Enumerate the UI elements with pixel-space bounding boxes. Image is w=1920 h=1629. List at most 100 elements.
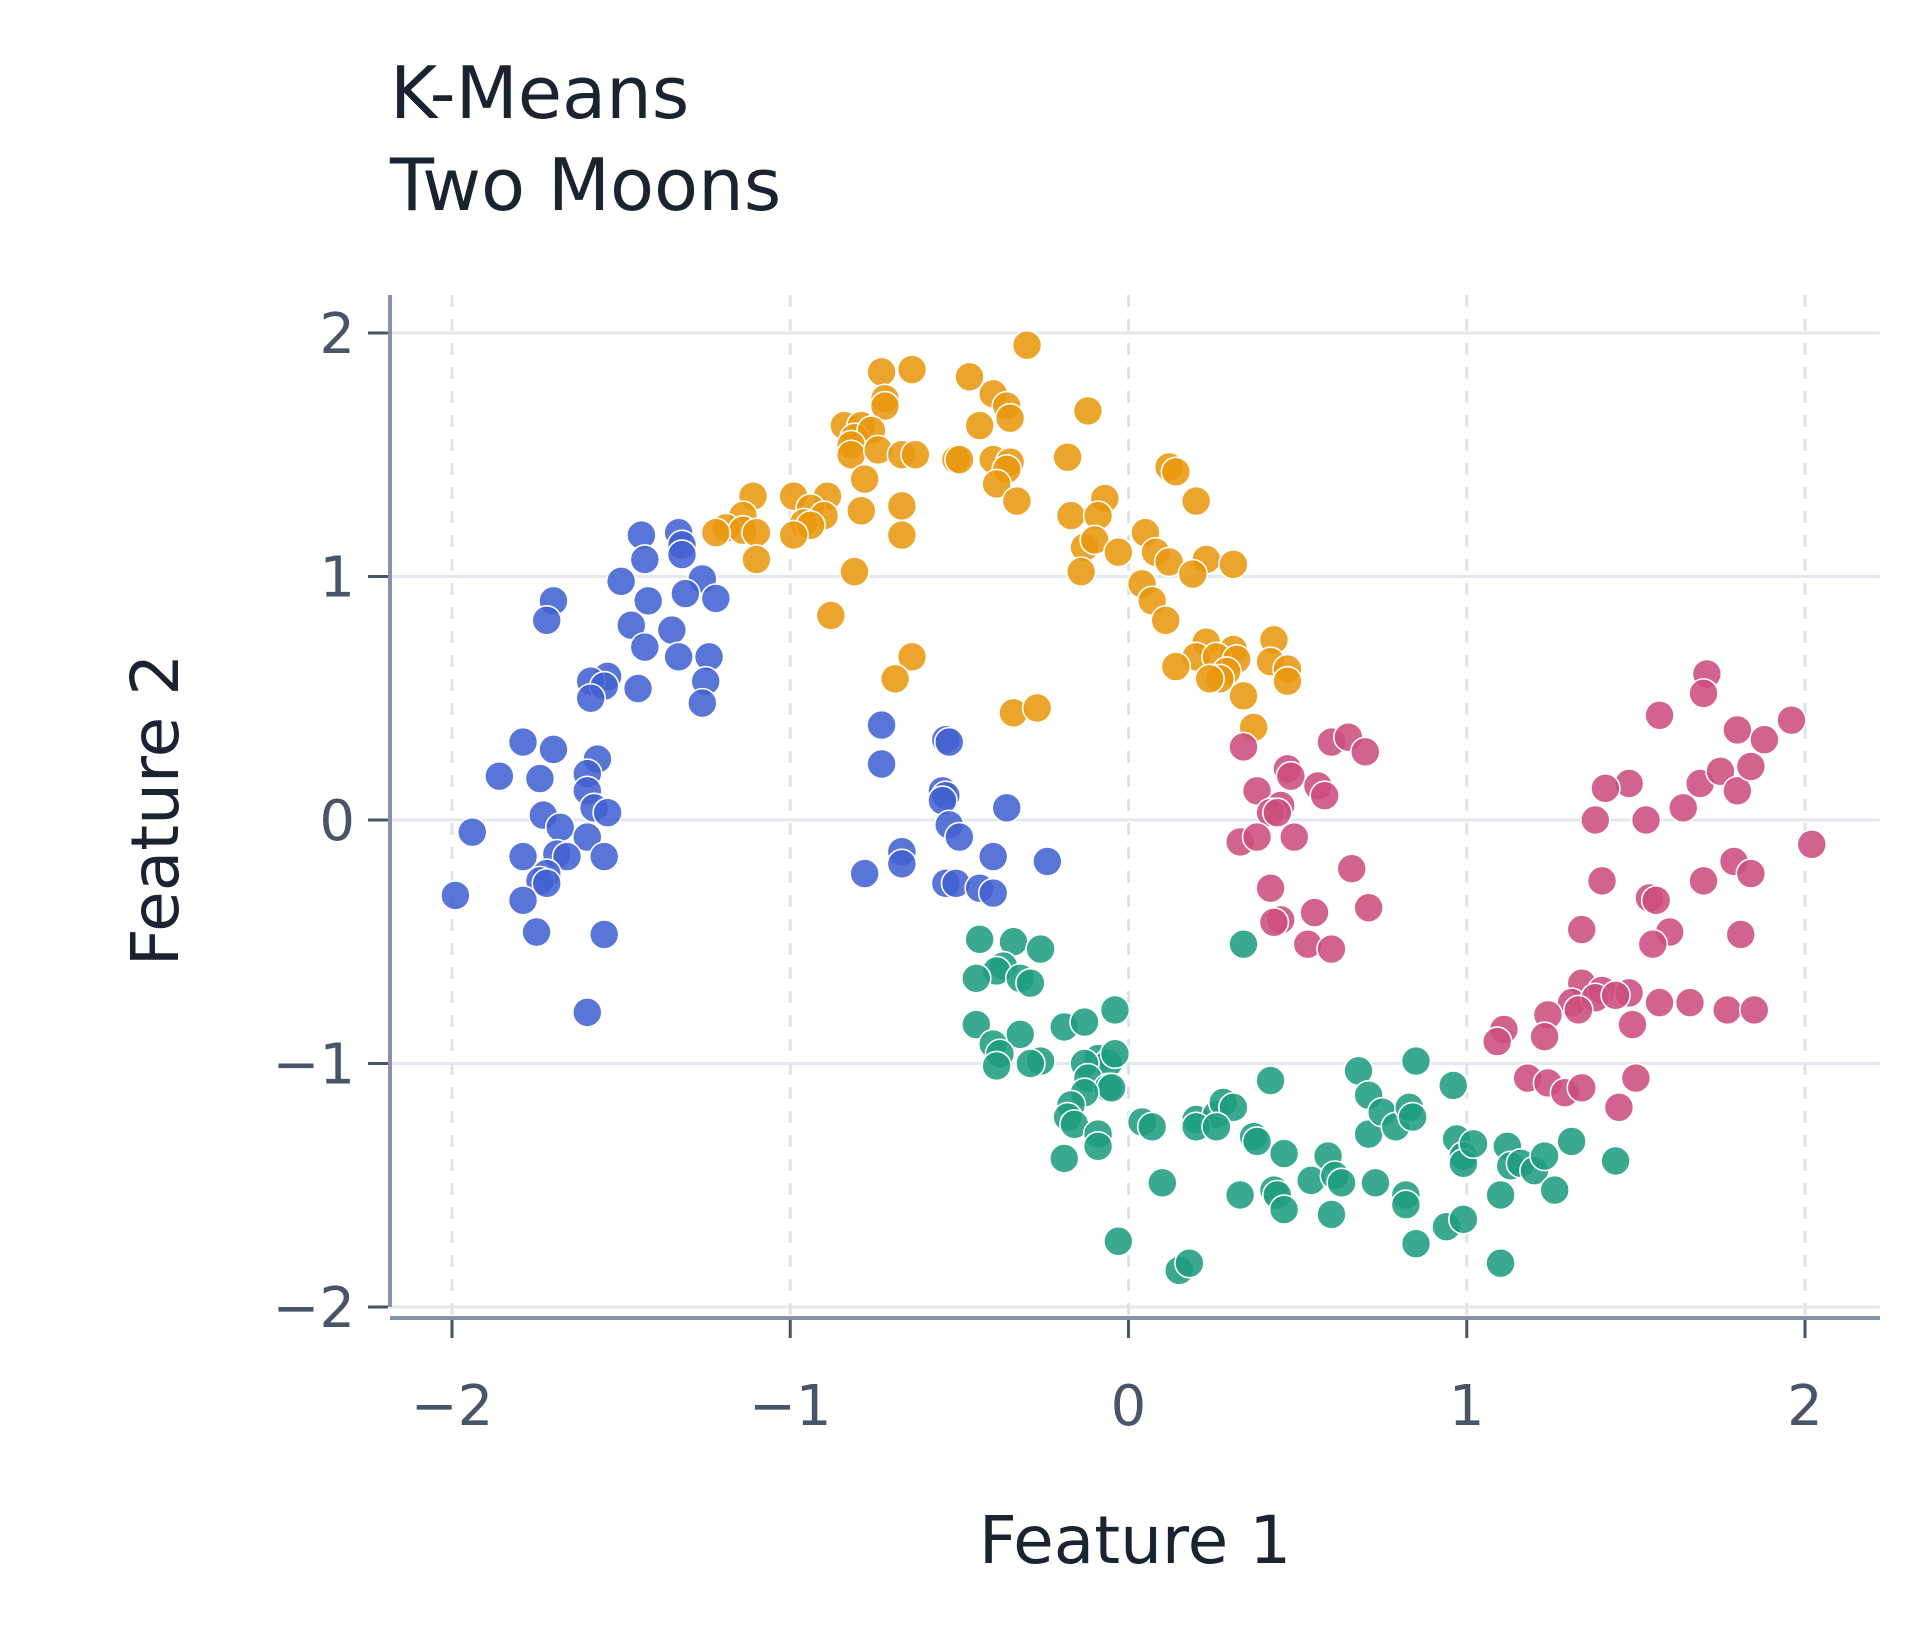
data-point xyxy=(700,517,732,548)
data-point xyxy=(551,841,583,872)
data-point xyxy=(1529,1140,1560,1172)
data-point xyxy=(629,631,661,663)
data-point xyxy=(741,544,772,575)
data-point xyxy=(1099,994,1131,1026)
x-tick-label: 1 xyxy=(1449,1374,1485,1439)
data-point xyxy=(1228,731,1259,763)
data-point xyxy=(1620,1062,1652,1094)
data-point xyxy=(886,490,918,522)
data-point xyxy=(531,868,563,899)
data-point xyxy=(944,444,975,475)
data-point xyxy=(1485,1247,1516,1279)
data-point xyxy=(440,880,471,911)
data-point xyxy=(849,858,880,889)
x-axis-label: Feature 1 xyxy=(979,1502,1291,1579)
data-point xyxy=(1032,846,1063,877)
data-point xyxy=(1481,1026,1513,1057)
data-point xyxy=(670,578,701,609)
data-point xyxy=(869,390,901,422)
data-point xyxy=(1600,980,1631,1011)
data-point xyxy=(900,439,931,471)
data-point xyxy=(778,519,809,551)
data-point xyxy=(1644,987,1675,1018)
cluster-3 xyxy=(1224,658,1828,1123)
data-point xyxy=(507,841,539,872)
cluster-4 xyxy=(960,924,1631,1286)
data-point xyxy=(1096,1072,1127,1104)
data-point xyxy=(531,605,563,636)
data-point xyxy=(1072,395,1104,427)
chart-title-line-1: K-Means xyxy=(390,51,689,135)
data-point xyxy=(1052,441,1083,473)
data-point xyxy=(896,641,928,673)
data-point xyxy=(524,763,556,794)
data-point xyxy=(1103,1225,1134,1257)
data-point xyxy=(886,848,918,880)
data-point xyxy=(1749,724,1780,755)
data-point xyxy=(1586,865,1618,897)
data-point xyxy=(544,812,576,843)
data-point xyxy=(1735,858,1767,889)
data-point xyxy=(1309,780,1340,811)
data-point xyxy=(1065,556,1097,587)
data-point xyxy=(632,585,664,617)
x-tick-label: 2 xyxy=(1787,1374,1823,1439)
data-point xyxy=(741,517,772,548)
data-point xyxy=(1617,1009,1648,1040)
data-point xyxy=(629,544,661,575)
data-point xyxy=(1563,994,1594,1026)
data-point xyxy=(1262,797,1293,828)
data-point xyxy=(538,734,569,765)
data-point xyxy=(1674,987,1706,1018)
data-point xyxy=(1735,751,1767,782)
data-point xyxy=(605,566,637,597)
data-point xyxy=(1448,1204,1479,1235)
data-point xyxy=(866,356,897,388)
data-point xyxy=(1539,1174,1570,1206)
data-point xyxy=(592,797,623,828)
data-point xyxy=(1048,1143,1080,1174)
data-point xyxy=(1316,933,1347,965)
data-point xyxy=(571,821,603,853)
data-point xyxy=(1258,906,1290,938)
data-point xyxy=(866,709,897,741)
data-point xyxy=(964,924,995,955)
data-point xyxy=(1001,485,1033,517)
axes xyxy=(368,295,1880,1338)
data-point xyxy=(1268,1138,1300,1169)
data-point xyxy=(687,687,718,719)
data-point xyxy=(933,726,965,758)
data-point xyxy=(521,916,552,948)
data-point xyxy=(1705,755,1736,787)
data-point xyxy=(1579,804,1611,836)
data-point xyxy=(588,841,620,872)
data-point xyxy=(977,841,1009,872)
data-point xyxy=(1630,804,1662,836)
data-point xyxy=(1021,692,1053,724)
y-tick-label: −2 xyxy=(272,1276,355,1341)
y-tick-label: −1 xyxy=(272,1033,355,1098)
data-point xyxy=(1201,1111,1232,1143)
data-point xyxy=(1103,536,1134,568)
data-point xyxy=(1336,853,1368,885)
data-point xyxy=(1566,914,1598,945)
data-point xyxy=(484,760,515,792)
data-point xyxy=(1255,1065,1286,1096)
data-point xyxy=(896,354,928,385)
data-point xyxy=(456,816,488,848)
grid xyxy=(390,295,1880,1318)
data-point xyxy=(1136,1111,1168,1143)
data-point xyxy=(991,792,1023,824)
data-point xyxy=(845,495,877,527)
data-point xyxy=(666,539,698,570)
data-point xyxy=(981,468,1012,500)
data-point xyxy=(1174,1247,1205,1279)
data-point xyxy=(1025,933,1056,965)
y-tick-label: 2 xyxy=(319,302,355,367)
data-point xyxy=(1160,651,1192,682)
data-point xyxy=(1299,897,1330,928)
data-point xyxy=(507,726,539,758)
data-point xyxy=(1326,1167,1357,1199)
data-point xyxy=(1228,928,1259,960)
